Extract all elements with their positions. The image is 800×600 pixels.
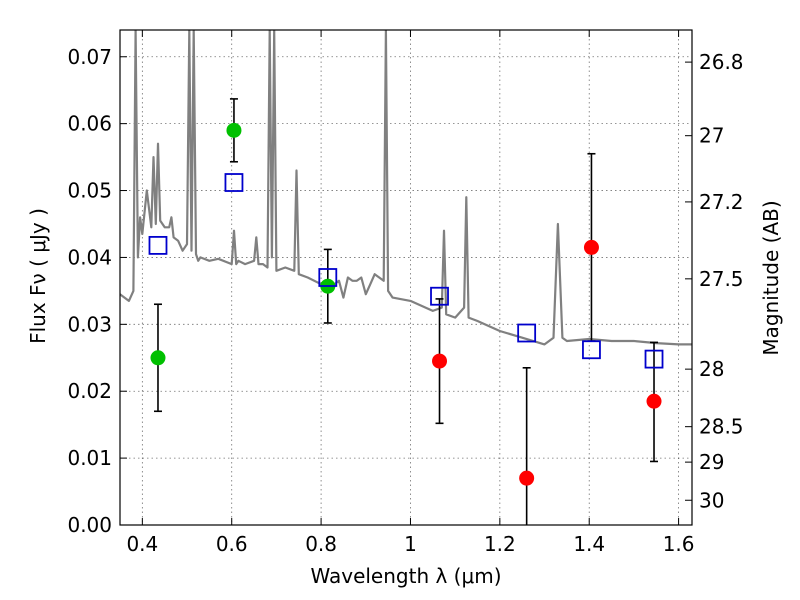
y2-tick-label: 28.5	[699, 415, 744, 439]
blue-square-marker	[224, 173, 244, 192]
x-tick-label: 1.2	[484, 532, 516, 556]
blue-square-marker	[148, 235, 168, 255]
blue-square-marker	[430, 286, 449, 306]
blue-square-marker	[318, 268, 338, 287]
y2-tick-label: 27	[699, 124, 724, 148]
x-axis-label: Wavelength λ (μm)	[310, 564, 501, 588]
red-data-point	[432, 353, 448, 369]
y-tick-label: 0.03	[67, 312, 112, 336]
y2-tick-label: 27.2	[699, 190, 744, 214]
y2-tick-label: 28	[699, 357, 724, 381]
series-layer	[120, 30, 692, 525]
x-tick-label: 0.6	[216, 532, 248, 556]
x-tick-label: 1	[404, 532, 417, 556]
grid	[120, 30, 692, 526]
blue-square-marker	[517, 323, 537, 343]
red-data-point	[646, 393, 662, 409]
blue-square-marker	[582, 340, 601, 360]
green-data-point	[226, 122, 242, 138]
plot-frame	[119, 29, 693, 526]
x-tick-label: 0.8	[305, 532, 337, 556]
y2-tick-label: 27.5	[699, 267, 744, 291]
red-data-point	[583, 239, 599, 255]
x-tick-label: 1.6	[663, 532, 695, 556]
y2-tick-label: 29	[699, 450, 724, 474]
blue-square-marker	[644, 349, 664, 369]
x-tick-label: 0.4	[126, 532, 158, 556]
y-axis-label: Flux Fν ( μJy )	[26, 208, 50, 344]
y2-tick-label: 26.8	[699, 50, 744, 74]
x-tick-label: 1.4	[573, 532, 605, 556]
y-tick-label: 0.05	[67, 179, 112, 203]
axes: 0.4 0.6 0.8 1 1.2 1.4 1.6 0.00 0.01 0.02 0.03 0.04 0…	[67, 30, 744, 556]
y2-axis-label: Magnitude (AB)	[759, 200, 783, 355]
y-tick-label: 0.02	[67, 379, 112, 403]
y2-tick-label: 30	[699, 488, 724, 512]
y-tick-label: 0.01	[67, 446, 112, 470]
y-tick-label: 0.06	[67, 112, 112, 136]
sed-model-line	[120, 30, 692, 346]
y-tick-label: 0.00	[67, 513, 112, 537]
y-tick-label: 0.04	[67, 245, 112, 269]
red-data-point	[519, 470, 535, 486]
y-tick-label: 0.07	[67, 45, 112, 69]
green-data-point	[150, 350, 166, 366]
